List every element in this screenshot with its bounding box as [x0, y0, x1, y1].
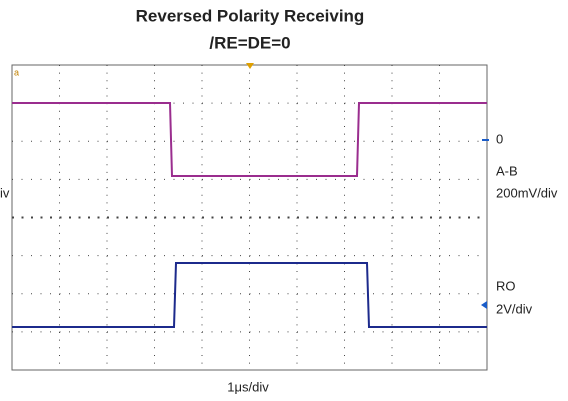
trigger-marker: [246, 63, 254, 69]
timebase: 1μs/div: [227, 379, 269, 394]
title: Reversed Polarity Receiving: [136, 6, 365, 25]
trace-ro: [12, 262, 487, 328]
ch2-scale: 2V/div: [496, 301, 533, 316]
ro-marker: [481, 301, 487, 309]
graticule: [11, 64, 488, 371]
ch1-scale: 200mV/div: [496, 185, 558, 200]
ch1-name: A-B: [496, 163, 518, 178]
trace-marker: a: [14, 67, 19, 77]
ch2-name: RO: [496, 278, 516, 293]
left-label: iv: [0, 185, 10, 200]
subtitle: /RE=DE=0: [209, 33, 290, 52]
trace-a-b: [12, 102, 487, 177]
ch1-zero: 0: [496, 131, 503, 146]
